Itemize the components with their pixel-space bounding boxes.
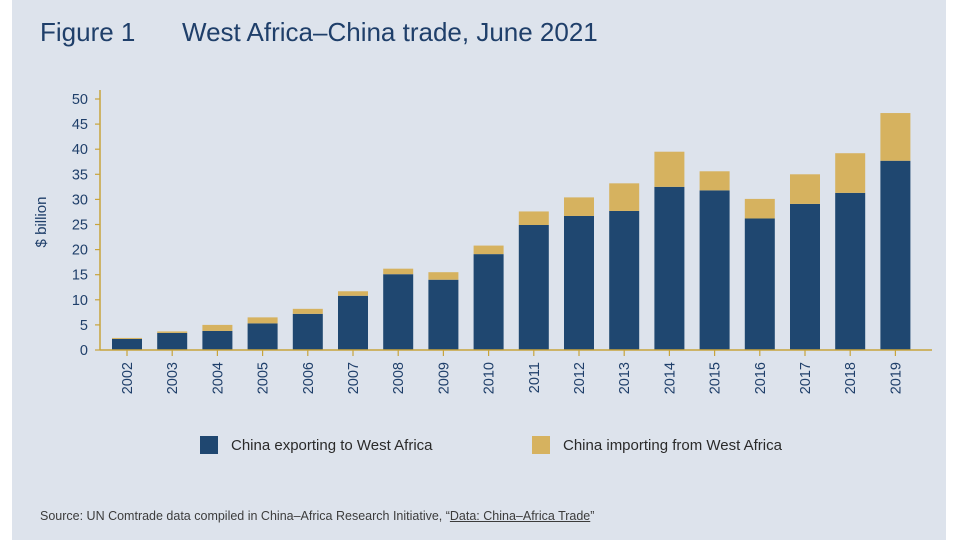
bar-exports [247,323,278,350]
x-tick-label: 2010 [482,362,498,394]
bar-imports [609,183,640,211]
x-tick-label: 2018 [843,362,859,394]
source-prefix: Source: UN Comtrade data compiled in Chi… [40,509,450,523]
x-tick-label: 2002 [120,362,136,394]
y-tick-label: 35 [72,167,88,183]
x-tick-label: 2015 [708,362,724,394]
legend-item-exports: China exporting to West Africa [200,436,433,454]
bar-exports [518,225,549,350]
x-tick-label: 2011 [527,362,543,393]
y-tick-label: 30 [72,192,88,208]
legend-label-exports: China exporting to West Africa [231,436,433,454]
y-axis: 0 5 10 15 20 25 30 35 40 45 50 [72,90,101,359]
bar-exports [157,332,188,350]
y-tick-label: 40 [72,142,88,158]
x-tick-label: 2008 [391,362,407,394]
legend-label-imports: China importing from West Africa [563,436,782,454]
bar-exports [790,203,820,350]
bar-exports [338,295,368,350]
x-tick-label: 2009 [436,362,452,394]
bar-exports [744,218,775,350]
bar-imports [473,245,504,255]
figure-label: Figure 1 [40,17,136,47]
x-tick-label: 2007 [346,362,362,394]
x-tick-label: 2005 [256,362,272,394]
chart-title: West Africa–China trade, June 2021 [182,17,598,47]
bar-exports [112,338,142,350]
bar-exports [835,192,866,350]
y-tick-label: 10 [72,293,88,309]
bar-imports [744,198,775,219]
bar-exports [428,279,459,350]
y-tick-label: 15 [72,268,88,284]
x-tick-label: 2003 [165,362,181,394]
bar-exports [880,160,911,350]
bar-imports [518,211,549,226]
bar-imports [202,324,233,331]
bar-exports [473,254,504,350]
y-tick-label: 5 [80,318,88,334]
y-tick-label: 0 [80,343,88,359]
bar-imports [157,331,188,333]
bar-imports [790,174,820,204]
source-link[interactable]: Data: China–Africa Trade [449,509,591,523]
legend-item-imports: China importing from West Africa [532,436,782,454]
x-tick-label: 2017 [798,362,814,394]
bar-imports [428,272,459,280]
bar-exports [564,215,594,350]
bar-imports [338,291,368,296]
source-note: Source: UN Comtrade data compiled in Chi… [40,509,594,523]
bar-imports [383,268,414,275]
bar-exports [609,210,640,350]
bar-exports [202,330,233,350]
bar-exports [699,190,730,350]
bar-imports [292,308,323,314]
bars-group [112,113,911,350]
y-tick-label: 25 [72,218,88,234]
bar-imports [654,151,685,187]
bar-imports [699,171,730,191]
bar-imports [112,337,142,339]
x-tick-label: 2013 [617,362,633,394]
bar-exports [292,313,323,350]
y-tick-label: 45 [72,117,88,133]
x-tick-label: 2019 [888,362,904,394]
bar-imports [564,197,594,216]
bar-exports [654,186,685,350]
x-tick-label: 2006 [301,362,317,394]
x-tick-label: 2004 [210,362,226,394]
y-axis-label: $ billion [33,197,50,248]
x-axis: 2002 2003 2004 2005 2006 2007 2008 2009 2010 2011… [100,349,932,394]
source-suffix: ” [590,509,595,523]
legend-swatch-imports [532,436,550,454]
bar-exports [383,274,414,350]
bar-imports [835,153,866,193]
x-tick-label: 2016 [753,362,769,394]
y-tick-label: 50 [72,92,88,108]
bar-imports [247,317,278,324]
x-tick-label: 2014 [662,362,678,394]
x-tick-label: 2012 [572,362,588,394]
y-tick-label: 20 [72,243,88,259]
bar-imports [880,113,911,161]
legend-swatch-exports [200,436,218,454]
